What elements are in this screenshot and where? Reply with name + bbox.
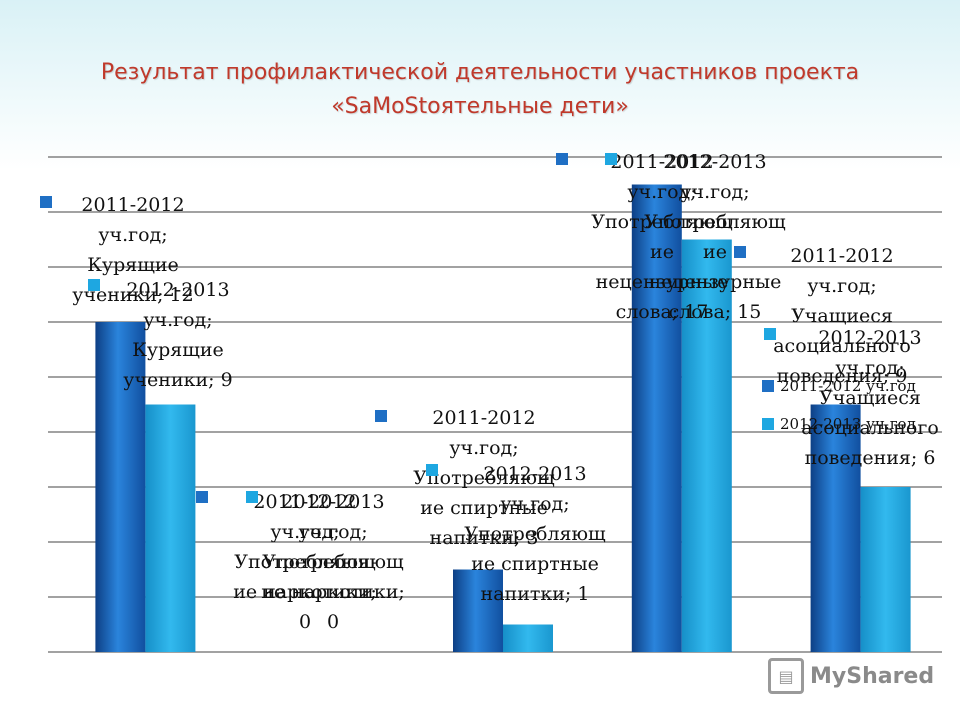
data-label-line: уч.год; bbox=[270, 521, 339, 543]
data-label-line: 2012-2013 bbox=[483, 463, 586, 485]
data-label-line: уч.год; bbox=[298, 521, 367, 543]
data-label-line: 2011-2012 bbox=[81, 194, 184, 216]
data-label-line: 2011-2012 bbox=[432, 407, 535, 429]
data-label-line: нецензурные bbox=[649, 271, 782, 293]
data-label-line: напитки; 3 bbox=[430, 527, 539, 549]
slide-title: Результат профилактической деятельности … bbox=[0, 56, 960, 124]
data-label-line: Употребляющ bbox=[234, 551, 376, 573]
data-label-line: уч.год; bbox=[449, 437, 518, 459]
data-label-line: Употребляющ bbox=[413, 467, 555, 489]
bar-2013-3 bbox=[681, 239, 732, 652]
label-marker-icon bbox=[556, 153, 568, 165]
label-marker-icon bbox=[88, 279, 100, 291]
label-marker-icon bbox=[764, 328, 776, 340]
data-label-line: 2012-2013 bbox=[281, 491, 384, 513]
data-label-line: 2012-2013 bbox=[818, 327, 921, 349]
label-marker-icon bbox=[426, 464, 438, 476]
data-label-line: ие наркотики; bbox=[261, 581, 405, 603]
label-marker-icon bbox=[196, 491, 208, 503]
watermark: ▤ MyShared bbox=[768, 658, 934, 694]
data-label-line: слова; 17 bbox=[616, 301, 709, 323]
data-label-line: 2012-2013 bbox=[663, 151, 766, 173]
data-label-line: Употребляющ bbox=[591, 211, 733, 233]
data-label-line: уч.год; bbox=[98, 224, 167, 246]
legend-entry: 2011-2012 уч.год bbox=[780, 377, 916, 395]
legend-swatch-icon bbox=[762, 418, 774, 430]
data-label-line: Учащиеся bbox=[819, 387, 921, 409]
data-label-line: ие bbox=[650, 241, 674, 263]
bar-2011-4 bbox=[810, 404, 861, 652]
data-label-line: ие спиртные bbox=[420, 497, 548, 519]
bar-2013-2 bbox=[503, 624, 553, 652]
data-label-line: уч.год; bbox=[143, 309, 212, 331]
data-label-line: слова; 15 bbox=[669, 301, 762, 323]
data-label-line: Курящие bbox=[87, 254, 179, 276]
legend-swatch-icon bbox=[762, 380, 774, 392]
data-label-line: ие спиртные bbox=[471, 553, 599, 575]
data-label-line: напитки; 1 bbox=[481, 583, 590, 605]
data-label-line: уч.год; bbox=[627, 181, 696, 203]
data-labels-group: 2011-2012 уч.год; Курящие ученики; 12 2011-2… bbox=[40, 151, 939, 633]
data-label-line: 0 bbox=[327, 611, 339, 633]
legend: 2011-2012 уч.год 2012-2013 уч.год bbox=[762, 377, 916, 433]
legend-entry: 2012-2013 уч.год bbox=[780, 415, 916, 433]
title-line-2: «SaMoStoятельные дети» bbox=[331, 94, 629, 119]
watermark-text: MyShared bbox=[810, 663, 935, 689]
data-label-line: уч.год; bbox=[835, 357, 904, 379]
data-label-line: уч.год; bbox=[807, 275, 876, 297]
bar-2013-0 bbox=[145, 404, 196, 652]
myshared-logo-icon: ▤ bbox=[768, 658, 804, 694]
data-label-line: асоциального bbox=[773, 335, 911, 357]
data-label-line: Употребляющ bbox=[464, 523, 606, 545]
label-marker-icon bbox=[246, 491, 258, 503]
bars-group bbox=[95, 184, 911, 652]
title-line-1: Результат профилактической деятельности … bbox=[100, 60, 860, 85]
label-marker-icon bbox=[40, 196, 52, 208]
data-label-line: поведения; 6 bbox=[805, 447, 936, 469]
label-marker-icon bbox=[605, 153, 617, 165]
data-label-line: Употребляющ bbox=[644, 211, 786, 233]
bar-2011-2 bbox=[453, 569, 503, 652]
data-label-line: Курящие bbox=[132, 339, 224, 361]
data-label-line: нецензурные bbox=[596, 271, 729, 293]
data-label-line: 0 bbox=[299, 611, 311, 633]
data-label-line: ученики; 12 bbox=[72, 284, 193, 306]
data-label-line: ученики; 9 bbox=[123, 369, 232, 391]
bar-2013-4 bbox=[860, 487, 911, 652]
data-label-line: Употребляющ bbox=[262, 551, 404, 573]
data-label-line: уч.год; bbox=[500, 493, 569, 515]
background-band bbox=[0, 0, 960, 170]
data-label-line: 2012-2013 bbox=[126, 279, 229, 301]
data-label-line: поведения; 9 bbox=[777, 365, 908, 387]
bar-2011-0 bbox=[95, 322, 146, 652]
data-label-line: асоциального bbox=[801, 417, 939, 439]
label-marker-icon bbox=[375, 410, 387, 422]
data-label-line: 2011-2012 bbox=[253, 491, 356, 513]
bar-2011-3 bbox=[631, 184, 682, 652]
data-label-line: 2011-2012 bbox=[610, 151, 713, 173]
data-label-line: ие наркотики; bbox=[233, 581, 377, 603]
data-label-line: уч.год; bbox=[680, 181, 749, 203]
data-label-line: Учащиеся bbox=[791, 305, 893, 327]
data-label-line: ие bbox=[703, 241, 727, 263]
gridlines bbox=[48, 156, 942, 653]
label-marker-icon bbox=[734, 246, 746, 258]
data-label-line: 2011-2012 bbox=[790, 245, 893, 267]
